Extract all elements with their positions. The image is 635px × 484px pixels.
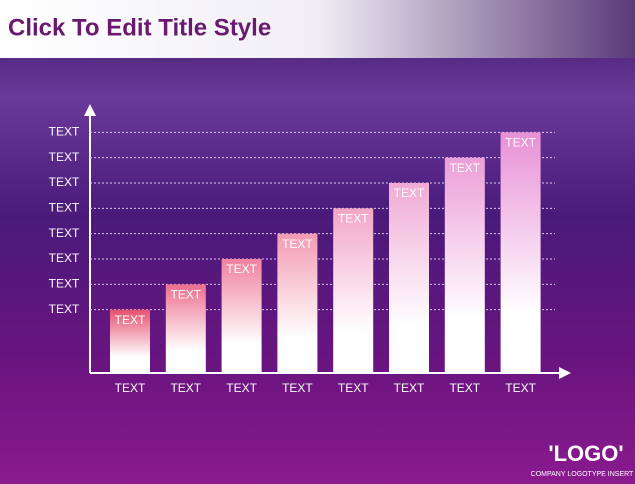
logo: 'LOGO' <box>548 441 623 466</box>
value-label: TEXT <box>394 186 425 200</box>
value-label: TEXT <box>282 237 313 251</box>
x-tick-label: TEXT <box>282 381 313 395</box>
y-tick-label: TEXT <box>49 175 80 189</box>
x-tick-label: TEXT <box>226 381 257 395</box>
title-bar <box>0 0 635 58</box>
y-axis-arrow <box>84 104 96 116</box>
value-label: TEXT <box>338 212 369 226</box>
x-tick-label: TEXT <box>338 381 369 395</box>
y-tick-label: TEXT <box>49 201 80 215</box>
y-tick-label: TEXT <box>49 226 80 240</box>
x-tick-label: TEXT <box>170 381 201 395</box>
x-tick-label: TEXT <box>115 381 146 395</box>
x-axis-arrow <box>559 367 571 379</box>
bar <box>165 284 206 373</box>
bar <box>110 309 150 373</box>
x-tick-label: TEXT <box>394 381 425 395</box>
bar <box>389 183 429 373</box>
bar <box>277 233 318 373</box>
value-label: TEXT <box>115 313 146 327</box>
x-tick-label: TEXT <box>449 381 480 395</box>
bar <box>221 259 262 373</box>
y-tick-label: TEXT <box>49 302 80 316</box>
bar <box>333 208 374 373</box>
y-tick-label: TEXT <box>49 251 80 265</box>
y-tick-label: TEXT <box>49 125 80 139</box>
y-tick-label: TEXT <box>49 150 80 164</box>
logo-caption: COMPANY LOGOTYPE INSERT <box>531 471 634 478</box>
y-tick-label: TEXT <box>49 277 80 291</box>
value-label: TEXT <box>226 262 257 276</box>
value-label: TEXT <box>449 161 480 175</box>
bar <box>500 132 541 373</box>
value-label: TEXT <box>505 136 536 150</box>
chart-title: Click To Edit Title Style <box>8 14 271 41</box>
value-label: TEXT <box>170 288 201 302</box>
x-tick-label: TEXT <box>505 381 536 395</box>
bar <box>444 157 485 373</box>
